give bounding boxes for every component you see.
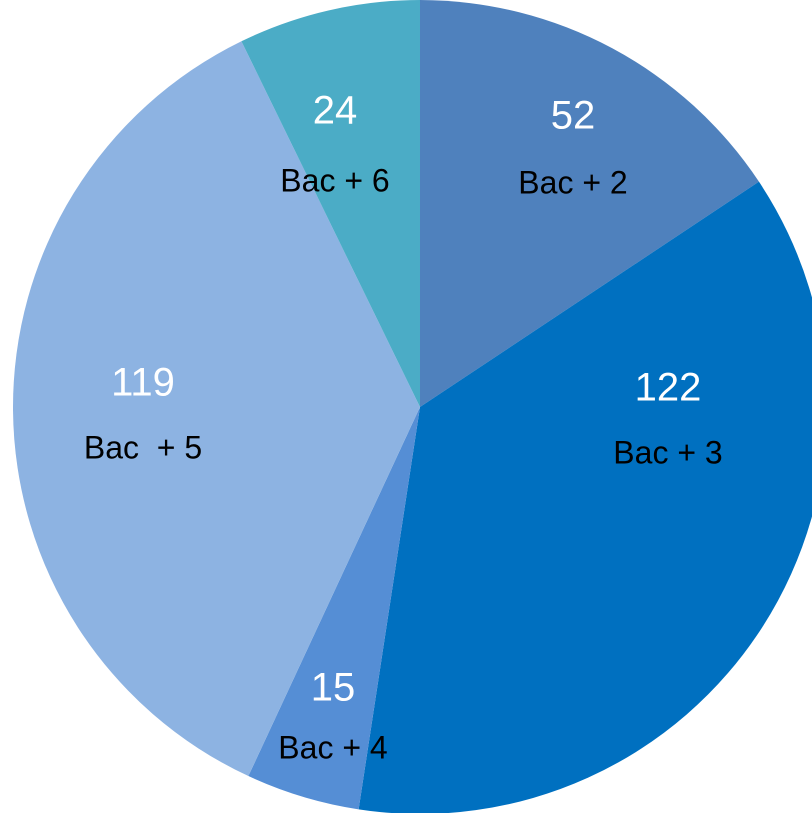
labels: 52 Bac + 2 122 Bac + 3 15 Bac + 4 119 Bac + 5 24… xyxy=(84,89,723,766)
pie-slice xyxy=(241,0,420,407)
pie-slice xyxy=(13,41,421,777)
data-label: 24 xyxy=(313,89,358,133)
category-label: Bac + 2 xyxy=(518,164,627,200)
pie xyxy=(13,0,812,813)
category-label: Bac + 5 xyxy=(84,429,202,465)
category-label: Bac + 6 xyxy=(280,162,389,198)
pie-slice xyxy=(420,0,759,407)
data-label: 15 xyxy=(311,666,356,710)
data-label: 52 xyxy=(551,94,596,138)
pie-slice xyxy=(248,407,420,810)
data-label: 119 xyxy=(111,361,175,405)
category-label: Bac + 3 xyxy=(613,434,722,470)
category-label: Bac + 4 xyxy=(278,729,387,765)
data-label: 122 xyxy=(635,366,702,410)
pie-slice xyxy=(358,181,812,813)
